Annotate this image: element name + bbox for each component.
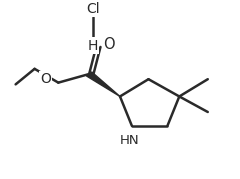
Text: H: H — [88, 38, 98, 52]
Text: Cl: Cl — [86, 2, 100, 16]
Text: O: O — [40, 72, 51, 86]
Text: HN: HN — [120, 134, 139, 147]
Text: O: O — [103, 37, 115, 52]
Polygon shape — [86, 72, 120, 96]
